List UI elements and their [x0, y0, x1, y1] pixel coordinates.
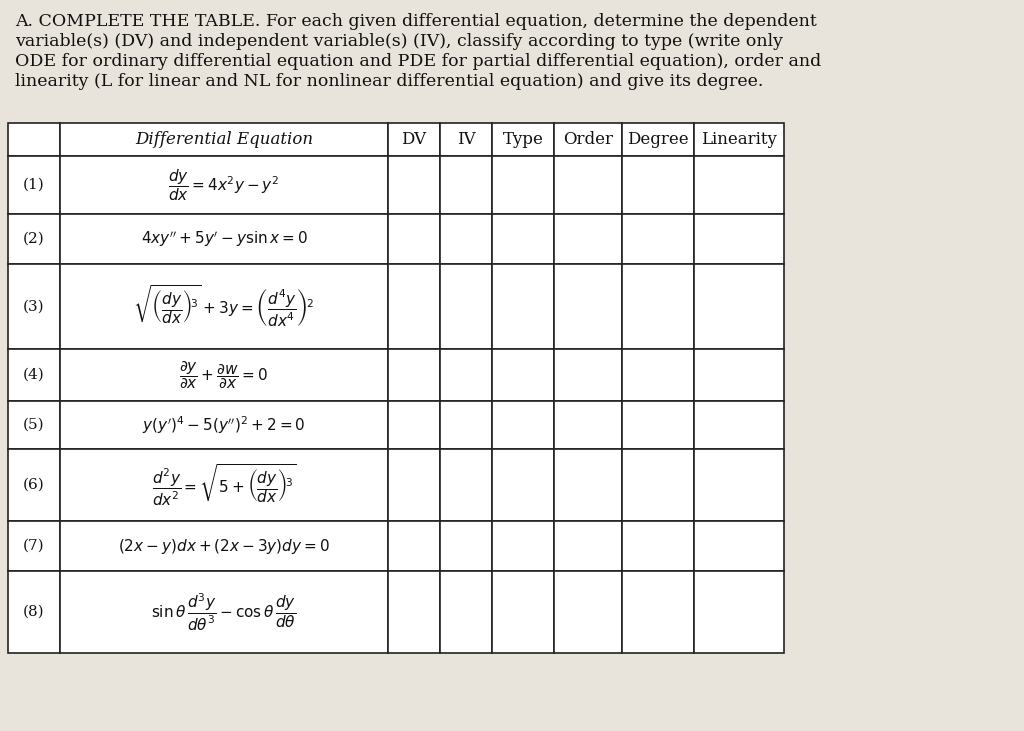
Bar	[388, 123, 440, 156]
Bar	[60, 571, 388, 653]
Bar	[388, 521, 440, 571]
Bar	[8, 264, 60, 349]
Text: variable(s) (DV) and independent variable(s) (IV), classify according to type (w: variable(s) (DV) and independent variabl…	[15, 33, 783, 50]
Text: (8): (8)	[24, 605, 45, 619]
Text: IV: IV	[457, 131, 475, 148]
Bar	[60, 156, 388, 214]
Bar	[8, 156, 60, 214]
Bar	[554, 156, 622, 214]
Text: (3): (3)	[24, 300, 45, 314]
Bar	[8, 521, 60, 571]
Bar	[60, 449, 388, 521]
Bar	[694, 401, 784, 449]
Bar	[388, 156, 440, 214]
Bar	[440, 214, 492, 264]
Bar	[492, 521, 554, 571]
Bar	[440, 264, 492, 349]
Bar	[492, 401, 554, 449]
Bar	[694, 156, 784, 214]
Text: (5): (5)	[24, 418, 45, 432]
Bar	[554, 401, 622, 449]
Bar	[694, 349, 784, 401]
Bar	[440, 401, 492, 449]
Bar	[694, 449, 784, 521]
Text: Linearity: Linearity	[701, 131, 777, 148]
Text: (4): (4)	[24, 368, 45, 382]
Text: Type: Type	[503, 131, 544, 148]
Bar	[622, 214, 694, 264]
Bar	[388, 214, 440, 264]
Bar	[8, 449, 60, 521]
Bar	[492, 449, 554, 521]
Text: A. COMPLETE THE TABLE. For each given differential equation, determine the depen: A. COMPLETE THE TABLE. For each given di…	[15, 13, 817, 30]
Bar	[8, 214, 60, 264]
Bar	[622, 156, 694, 214]
Bar	[440, 449, 492, 521]
Bar	[492, 123, 554, 156]
Bar	[492, 264, 554, 349]
Bar	[554, 264, 622, 349]
Bar	[440, 156, 492, 214]
Bar	[60, 349, 388, 401]
Bar	[694, 264, 784, 349]
Bar	[440, 123, 492, 156]
Text: (2): (2)	[24, 232, 45, 246]
Bar	[440, 521, 492, 571]
Text: Degree: Degree	[627, 131, 689, 148]
Bar	[60, 264, 388, 349]
Text: $\sin\theta\,\dfrac{d^3y}{d\theta^3} - \cos\theta\,\dfrac{dy}{d\theta}$: $\sin\theta\,\dfrac{d^3y}{d\theta^3} - \…	[152, 591, 297, 632]
Bar	[622, 123, 694, 156]
Bar	[622, 264, 694, 349]
Bar	[694, 123, 784, 156]
Bar	[554, 449, 622, 521]
Bar	[492, 571, 554, 653]
Bar	[60, 214, 388, 264]
Text: (1): (1)	[24, 178, 45, 192]
Bar	[492, 214, 554, 264]
Text: linearity (L for linear and NL for nonlinear differential equation) and give its: linearity (L for linear and NL for nonli…	[15, 73, 763, 90]
Bar	[60, 521, 388, 571]
Bar	[622, 401, 694, 449]
Bar	[694, 571, 784, 653]
Text: ODE for ordinary differential equation and PDE for partial differential equation: ODE for ordinary differential equation a…	[15, 53, 821, 70]
Bar	[388, 264, 440, 349]
Bar	[622, 571, 694, 653]
Bar	[622, 521, 694, 571]
Text: $4xy^{\prime\prime} + 5y^{\prime} - y\sin x = 0$: $4xy^{\prime\prime} + 5y^{\prime} - y\si…	[140, 230, 307, 249]
Text: (6): (6)	[24, 478, 45, 492]
Bar	[60, 401, 388, 449]
Bar	[622, 449, 694, 521]
Bar	[388, 449, 440, 521]
Bar	[440, 571, 492, 653]
Bar	[492, 349, 554, 401]
Bar	[388, 349, 440, 401]
Bar	[492, 156, 554, 214]
Bar	[8, 123, 60, 156]
Text: Order: Order	[563, 131, 613, 148]
Text: $(2x - y)dx + (2x - 3y)dy = 0$: $(2x - y)dx + (2x - 3y)dy = 0$	[118, 537, 330, 556]
Bar	[8, 401, 60, 449]
Text: $\dfrac{d^2y}{dx^2} = \sqrt{5 + \left(\dfrac{dy}{dx}\right)^{\!3}}$: $\dfrac{d^2y}{dx^2} = \sqrt{5 + \left(\d…	[152, 462, 297, 508]
Bar	[60, 123, 388, 156]
Bar	[554, 349, 622, 401]
Text: $\dfrac{dy}{dx} = 4x^2y - y^2$: $\dfrac{dy}{dx} = 4x^2y - y^2$	[168, 167, 280, 203]
Bar	[554, 123, 622, 156]
Text: DV: DV	[401, 131, 427, 148]
Text: Differential Equation: Differential Equation	[135, 131, 313, 148]
Bar	[554, 214, 622, 264]
Bar	[8, 349, 60, 401]
Text: $\dfrac{\partial y}{\partial x} + \dfrac{\partial w}{\partial x} = 0$: $\dfrac{\partial y}{\partial x} + \dfrac…	[179, 359, 268, 391]
Bar	[440, 349, 492, 401]
Bar	[388, 571, 440, 653]
Bar	[388, 401, 440, 449]
Text: $\sqrt{\left(\dfrac{dy}{dx}\right)^{\!3}} + 3y = \left(\dfrac{d^4y}{dx^4}\right): $\sqrt{\left(\dfrac{dy}{dx}\right)^{\!3}…	[133, 284, 314, 329]
Bar	[694, 521, 784, 571]
Bar	[554, 571, 622, 653]
Text: $y(y^{\prime})^4 - 5(y^{\prime\prime})^2 + 2 = 0$: $y(y^{\prime})^4 - 5(y^{\prime\prime})^2…	[142, 414, 306, 436]
Text: (7): (7)	[24, 539, 45, 553]
Bar	[694, 214, 784, 264]
Bar	[8, 571, 60, 653]
Bar	[554, 521, 622, 571]
Bar	[622, 349, 694, 401]
